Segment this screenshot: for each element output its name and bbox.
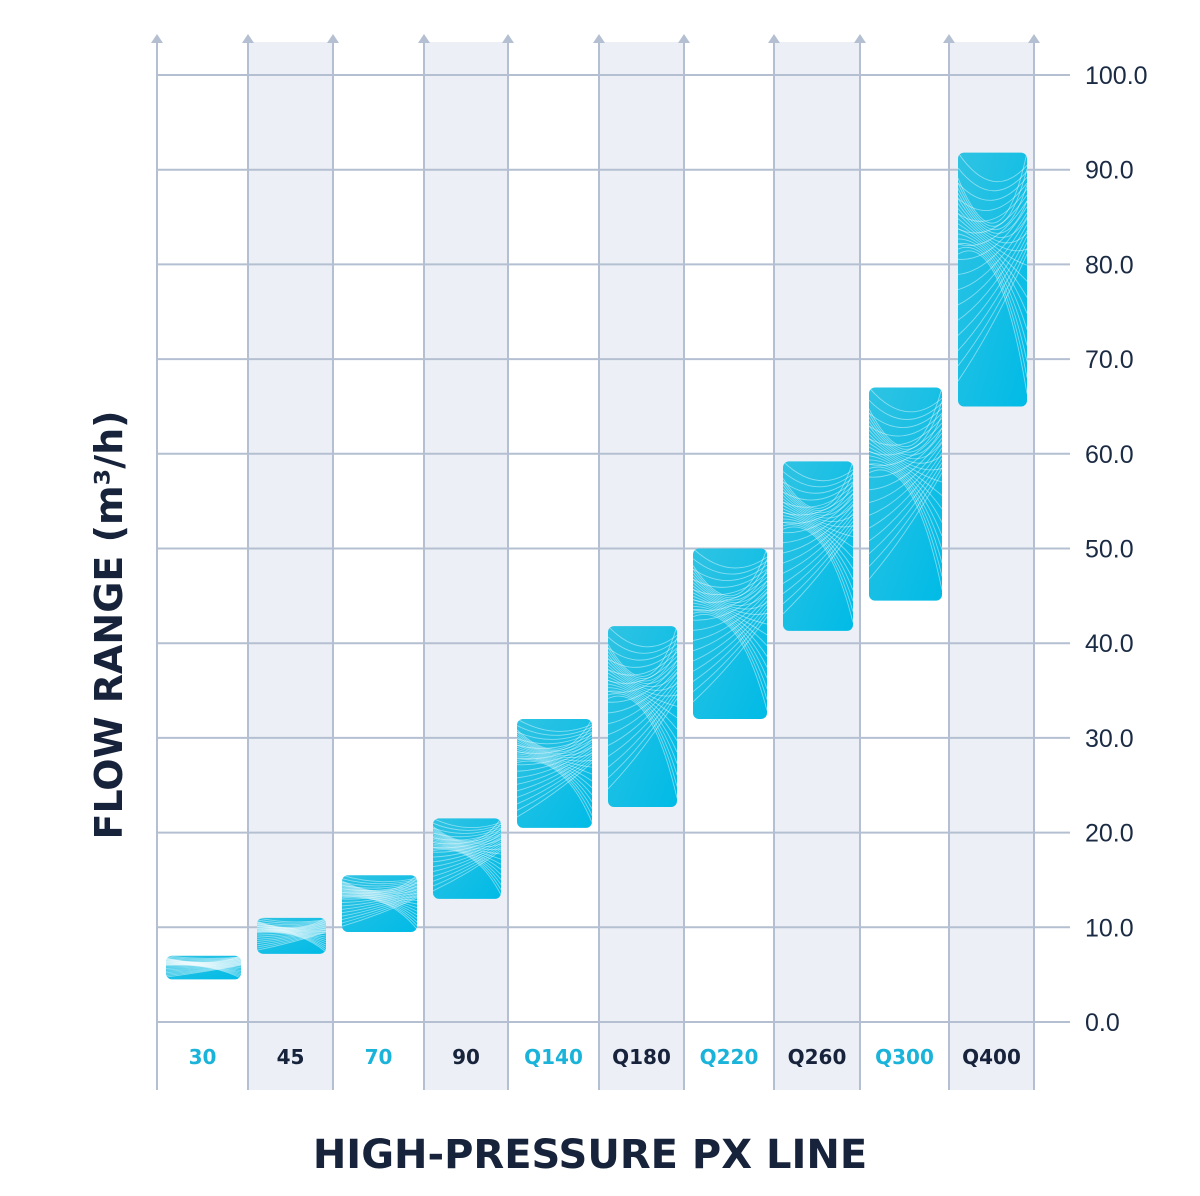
range-bar: [783, 461, 853, 631]
x-category-label: Q140: [524, 1045, 583, 1069]
x-category-label: 90: [452, 1045, 480, 1069]
bar-texture: [693, 548, 767, 711]
column-band: [424, 42, 508, 1090]
bar-texture: [342, 875, 417, 930]
bar-texture: [517, 718, 592, 823]
arrow-up-icon: [678, 34, 690, 43]
bar-texture: [783, 461, 853, 623]
range-bar: [166, 955, 241, 980]
arrow-up-icon: [943, 34, 955, 43]
range-bar-body: [257, 917, 326, 954]
arrow-up-icon: [327, 34, 339, 43]
arrow-up-icon: [593, 34, 605, 43]
y-tick-label: 60.0: [1085, 441, 1134, 469]
x-category-label: Q300: [875, 1045, 934, 1069]
y-tick-label: 0.0: [1085, 1009, 1120, 1037]
range-bar: [342, 875, 417, 933]
bar-texture: [433, 818, 501, 896]
x-category-label: 45: [277, 1045, 305, 1069]
range-bar-body: [783, 461, 853, 631]
arrow-up-icon: [151, 34, 163, 43]
range-bar-body: [693, 548, 767, 719]
range-bar: [433, 818, 501, 899]
range-bar-body: [342, 875, 417, 933]
arrow-up-icon: [418, 34, 430, 43]
y-tick-label: 100.0: [1085, 62, 1148, 90]
range-bar-body: [608, 626, 677, 808]
y-tick-label: 10.0: [1085, 914, 1134, 942]
range-bar: [958, 152, 1027, 407]
bar-texture: [166, 955, 241, 979]
range-bar: [517, 718, 592, 828]
x-category-labels: 30 45 70 90 Q140 Q180 Q220 Q260 Q300 Q400: [189, 1045, 1021, 1069]
x-category-label: Q260: [788, 1045, 847, 1069]
arrow-up-icon: [768, 34, 780, 43]
y-tick-label: 50.0: [1085, 536, 1134, 564]
y-tick-label: 20.0: [1085, 820, 1134, 848]
y-tick-labels: 0.0 10.0 20.0 30.0 40.0 50.0 60.0 70.0 80.0 90.0 1…: [1085, 62, 1148, 1037]
x-category-label: Q180: [612, 1045, 671, 1069]
range-bar: [869, 387, 942, 601]
range-bar-body: [869, 387, 942, 601]
arrow-up-icon: [1028, 34, 1040, 43]
x-category-label: Q400: [962, 1045, 1021, 1069]
bar-texture: [958, 152, 1027, 394]
range-bar: [693, 548, 767, 719]
range-bars: [166, 152, 1027, 980]
y-tick-label: 80.0: [1085, 251, 1134, 279]
x-axis-title: HIGH-PRESSURE PX LINE: [313, 1132, 867, 1178]
x-category-label: 30: [189, 1045, 217, 1069]
bar-texture: [869, 387, 942, 591]
x-category-label: 70: [365, 1045, 393, 1069]
arrow-up-icon: [854, 34, 866, 43]
range-bar-body: [166, 955, 241, 980]
arrow-up-icon: [242, 34, 254, 43]
range-bar-body: [433, 818, 501, 899]
arrow-up-icon: [502, 34, 514, 43]
column-band: [248, 42, 333, 1090]
y-tick-label: 40.0: [1085, 630, 1134, 658]
bar-texture: [257, 917, 326, 953]
column-bands: [248, 42, 1034, 1090]
y-tick-label: 70.0: [1085, 346, 1134, 374]
column-band: [599, 42, 684, 1090]
x-category-label: Q220: [700, 1045, 759, 1069]
bar-texture: [608, 626, 677, 799]
range-bar-body: [517, 718, 592, 828]
range-bar-body: [958, 152, 1027, 407]
gridlines: [151, 34, 1070, 1090]
y-tick-label: 30.0: [1085, 725, 1134, 753]
y-tick-label: 90.0: [1085, 157, 1134, 185]
range-bar: [608, 626, 677, 808]
y-axis-title: FLOW RANGE (m³/h): [87, 410, 131, 839]
range-bar: [257, 917, 326, 954]
